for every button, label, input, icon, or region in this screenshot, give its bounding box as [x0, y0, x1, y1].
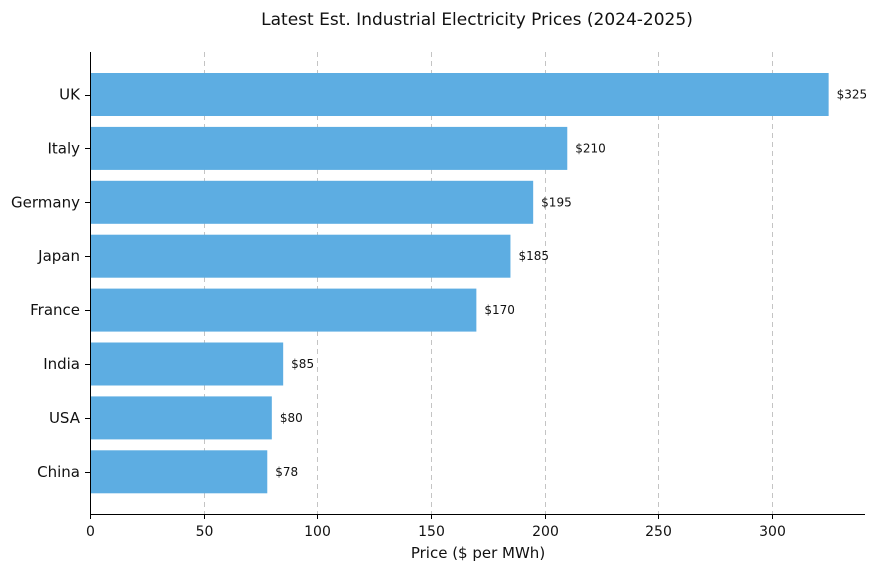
category-label: Germany — [11, 193, 80, 211]
bar — [90, 180, 534, 224]
data-label: $325 — [837, 88, 868, 102]
bar — [90, 450, 268, 494]
data-label: $195 — [541, 195, 572, 209]
data-label: $185 — [518, 249, 549, 263]
x-tick-label: 50 — [196, 524, 214, 540]
x-axis-title: Price ($ per MWh) — [411, 544, 545, 562]
category-label: Italy — [47, 139, 80, 157]
x-tick-label: 300 — [759, 524, 786, 540]
category-labels: UK Italy Germany Japan France India USA China — [11, 86, 90, 481]
category-label: France — [30, 301, 80, 319]
category-label: Japan — [37, 247, 80, 265]
chart-title: Latest Est. Industrial Electricity Price… — [261, 10, 693, 30]
data-label: $78 — [275, 465, 298, 479]
x-tick-label: 0 — [86, 524, 95, 540]
x-axis-ticks: 0 50 100 150 200 250 300 — [86, 514, 786, 540]
x-tick-label: 150 — [418, 524, 445, 540]
category-label: USA — [49, 409, 81, 427]
data-label: $170 — [484, 303, 515, 317]
x-tick-label: 250 — [645, 524, 672, 540]
x-tick-label: 100 — [304, 524, 331, 540]
bar — [90, 126, 568, 170]
data-labels: $325 $210 $195 $185 $170 $85 $80 $78 — [275, 88, 867, 479]
bar — [90, 73, 829, 116]
data-label: $80 — [280, 411, 303, 425]
bar — [90, 396, 272, 440]
data-label: $85 — [291, 357, 314, 371]
category-label: India — [43, 355, 80, 373]
category-label: China — [37, 463, 80, 481]
bar — [90, 288, 477, 332]
bars — [90, 73, 829, 494]
grid-lines — [204, 52, 773, 514]
bar — [90, 342, 284, 386]
x-tick-label: 200 — [532, 524, 559, 540]
category-label: UK — [59, 86, 81, 104]
data-label: $210 — [575, 141, 606, 155]
bar — [90, 234, 511, 278]
